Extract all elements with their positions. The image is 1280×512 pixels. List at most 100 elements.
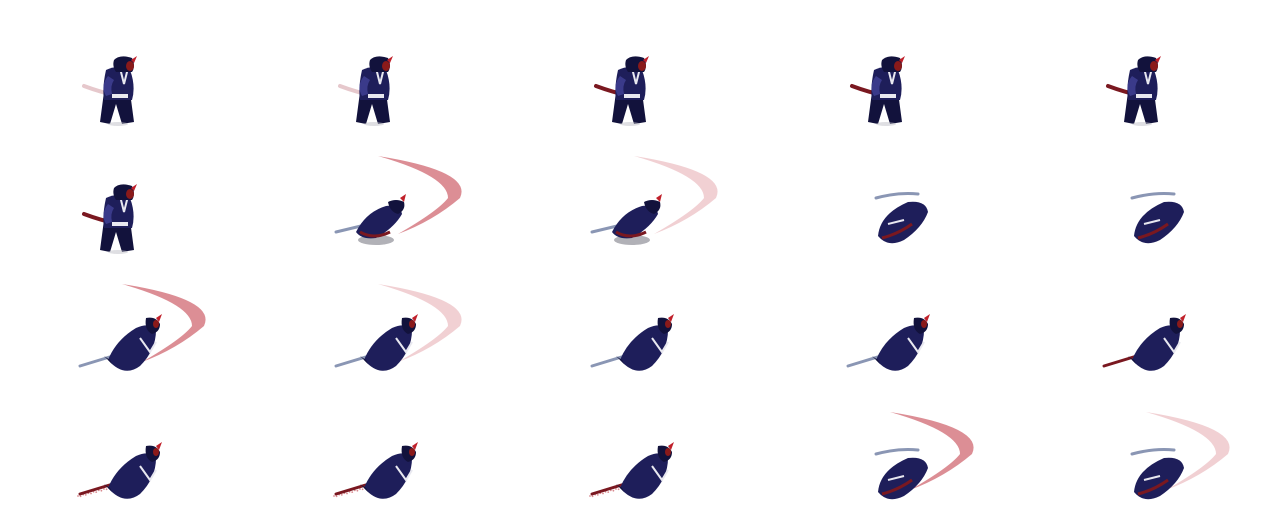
slash-trail bbox=[890, 412, 974, 490]
collar-trim bbox=[1143, 67, 1153, 85]
robe-foot bbox=[616, 356, 624, 364]
robe-body bbox=[612, 205, 658, 239]
horn bbox=[156, 314, 162, 322]
horn bbox=[1155, 56, 1161, 63]
sprite-canvas bbox=[874, 412, 974, 500]
sparkle bbox=[77, 495, 79, 497]
scabbard bbox=[615, 230, 647, 238]
robe-trim bbox=[395, 337, 413, 354]
horn bbox=[400, 194, 406, 202]
sparkle bbox=[95, 491, 98, 493]
sprite-frame bbox=[0, 256, 256, 384]
robe-foot bbox=[104, 484, 112, 492]
ninja-sprite bbox=[1102, 314, 1186, 371]
oni-mask bbox=[638, 61, 646, 71]
ninja-sprite bbox=[77, 442, 162, 499]
sprite-frame bbox=[0, 384, 256, 512]
oni-mask bbox=[665, 448, 671, 456]
scabbard bbox=[1137, 478, 1169, 496]
oni-mask bbox=[126, 61, 134, 71]
sparkle bbox=[333, 495, 335, 497]
robe-body bbox=[620, 325, 668, 371]
robe-body bbox=[876, 325, 924, 371]
ground-shadow bbox=[876, 122, 896, 126]
robe-arm bbox=[359, 76, 370, 96]
collar-trim bbox=[119, 195, 129, 213]
sparkle bbox=[607, 491, 610, 493]
robe-body bbox=[364, 325, 412, 371]
sprite-canvas bbox=[77, 442, 162, 499]
sparkle bbox=[351, 491, 354, 493]
sparkle bbox=[79, 495, 82, 498]
sparkle bbox=[90, 492, 92, 495]
belt bbox=[368, 94, 384, 98]
collar-trim bbox=[887, 67, 897, 85]
ninja-sprite bbox=[874, 412, 974, 500]
robe-arm bbox=[871, 76, 882, 96]
sparkle bbox=[356, 489, 359, 492]
robe-foot bbox=[872, 356, 880, 364]
horn bbox=[899, 56, 905, 63]
sprite-canvas bbox=[1102, 314, 1186, 371]
robe-trim bbox=[887, 219, 905, 225]
collar-trim bbox=[375, 67, 385, 85]
oni-mask bbox=[153, 320, 159, 328]
robe-trim bbox=[1143, 219, 1161, 225]
robe-trim bbox=[139, 465, 157, 482]
ninja-sprite bbox=[334, 284, 462, 371]
sprite-frame bbox=[0, 128, 256, 256]
ninja-sprite bbox=[1130, 412, 1230, 500]
ground-shadow bbox=[364, 122, 384, 126]
sprite-frame bbox=[256, 128, 512, 256]
oni-mask bbox=[665, 320, 671, 328]
horn bbox=[387, 56, 393, 63]
ninja-sprite bbox=[334, 156, 462, 245]
oni-mask bbox=[1177, 320, 1183, 328]
robe-arm bbox=[103, 76, 114, 96]
ninja-sprite bbox=[82, 184, 137, 254]
robe-body bbox=[878, 201, 928, 244]
sprite-frame bbox=[768, 128, 1024, 256]
sprite-frame bbox=[512, 256, 768, 384]
slash-trail bbox=[1146, 412, 1230, 490]
horn bbox=[656, 194, 662, 202]
sparkle bbox=[100, 489, 103, 492]
ninja-sprite bbox=[338, 56, 393, 126]
sparkle bbox=[612, 489, 615, 492]
robe-foot bbox=[1128, 356, 1136, 364]
sprite-frame bbox=[1024, 256, 1280, 384]
horn bbox=[668, 442, 674, 450]
robe-foot bbox=[360, 484, 368, 492]
horn bbox=[156, 442, 162, 450]
ninja-sprite bbox=[1130, 192, 1184, 244]
ninja-sprite bbox=[874, 192, 928, 244]
sprite-canvas bbox=[334, 156, 462, 245]
robe-trim bbox=[395, 465, 413, 482]
belt bbox=[112, 94, 128, 98]
scabbard bbox=[359, 230, 391, 238]
ninja-sprite bbox=[590, 156, 718, 245]
sprite-canvas bbox=[589, 442, 674, 499]
sparkle bbox=[359, 488, 361, 490]
sparkle bbox=[335, 495, 338, 498]
sprite-frame bbox=[768, 384, 1024, 512]
ninja-sprite bbox=[594, 56, 649, 126]
sparkle bbox=[596, 494, 599, 496]
sprite-canvas bbox=[846, 314, 930, 371]
slash-trail bbox=[122, 284, 206, 362]
slash-trail bbox=[378, 156, 462, 234]
robe-trim bbox=[651, 337, 669, 354]
robe-trim bbox=[1163, 337, 1181, 354]
sprite-frame bbox=[256, 256, 512, 384]
oni-mask bbox=[409, 320, 415, 328]
robe-arm bbox=[615, 76, 626, 96]
ninja-sprite bbox=[333, 442, 418, 499]
sprite-frame bbox=[512, 0, 768, 128]
sprite-canvas bbox=[82, 56, 137, 126]
sword bbox=[1130, 192, 1176, 200]
robe-body bbox=[1132, 325, 1180, 371]
oni-mask bbox=[1150, 61, 1158, 71]
sprite-canvas bbox=[594, 56, 649, 126]
sprite-canvas bbox=[1130, 192, 1184, 244]
robe-trim bbox=[907, 337, 925, 354]
